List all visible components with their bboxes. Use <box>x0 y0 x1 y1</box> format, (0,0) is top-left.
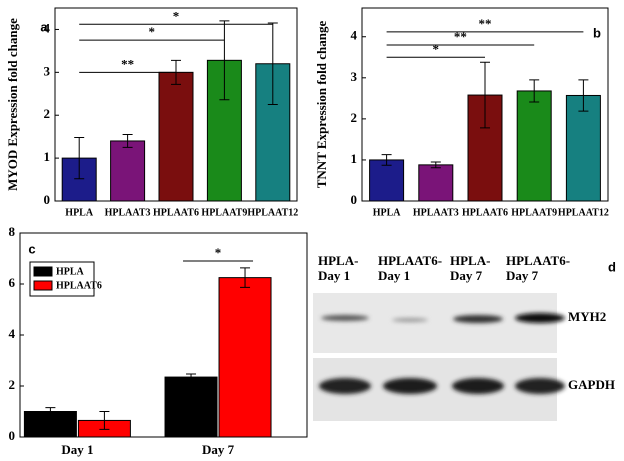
y-tick-label: 4 <box>44 20 51 35</box>
legend-swatch <box>33 266 53 277</box>
lane-label: Day 1 <box>318 268 350 283</box>
error-bar <box>430 161 441 169</box>
x-tick-label: HPLAAT3 <box>413 207 459 218</box>
blot-row-label: GAPDH <box>568 377 615 392</box>
significance-label: * <box>433 41 440 56</box>
x-tick-label: HPLA <box>65 207 94 218</box>
bar <box>110 140 146 202</box>
y-tick-label: 0 <box>351 192 358 207</box>
panel-label: a <box>40 19 48 34</box>
error-bar <box>186 373 197 381</box>
y-tick-label: 8 <box>9 224 16 239</box>
y-tick-label: 4 <box>9 326 16 341</box>
significance-label: * <box>215 245 222 260</box>
error-bar <box>74 137 85 180</box>
y-tick-label: 3 <box>44 63 51 78</box>
error-bar <box>45 407 56 416</box>
x-tick-label: HPLA <box>373 207 402 218</box>
x-tick-label: Day 7 <box>202 442 235 457</box>
error-bar <box>122 134 133 148</box>
y-tick-label: 2 <box>9 377 16 392</box>
y-axis-title: MYOD Expression fold change <box>5 18 20 191</box>
significance-label: ** <box>121 56 134 71</box>
x-tick-label: HPLAAT12 <box>247 207 298 218</box>
error-bar <box>480 61 490 129</box>
significance-label: * <box>149 24 156 39</box>
y-tick-label: 2 <box>351 110 358 125</box>
lane-label: HPLA- <box>450 253 490 268</box>
y-tick-label: 2 <box>44 106 51 121</box>
bar <box>164 376 218 438</box>
x-tick-label: HPLAAT6 <box>462 207 508 218</box>
panel-label: b <box>593 25 601 40</box>
bar <box>565 94 601 202</box>
error-bar <box>219 20 230 101</box>
panel-label: c <box>28 241 35 256</box>
bar <box>516 90 552 202</box>
error-bar <box>267 22 278 105</box>
y-tick-label: 1 <box>44 149 51 164</box>
y-tick-label: 0 <box>9 428 16 443</box>
legend-label: HPLAAT6 <box>56 280 102 291</box>
error-bar <box>529 79 540 103</box>
blot-strip <box>313 293 557 353</box>
x-tick-label: HPLAAT6 <box>153 207 199 218</box>
lane-label: Day 7 <box>450 268 483 283</box>
significance-label: ** <box>479 16 492 31</box>
y-tick-label: 0 <box>44 192 51 207</box>
lane-label: HPLAAT6- <box>378 253 442 268</box>
error-bar <box>99 411 110 430</box>
panel-label: d <box>608 259 616 274</box>
x-tick-label: Day 1 <box>61 442 93 457</box>
legend-label: HPLA <box>56 266 85 277</box>
y-tick-label: 4 <box>351 28 358 43</box>
x-tick-label: HPLAAT3 <box>105 207 151 218</box>
y-tick-label: 6 <box>9 275 16 290</box>
blot-row-label: MYH2 <box>568 309 606 324</box>
bar <box>369 159 405 202</box>
error-bar <box>578 79 589 112</box>
bar <box>418 164 454 202</box>
x-tick-label: HPLAAT12 <box>558 207 609 218</box>
lane-label: Day 1 <box>378 268 410 283</box>
bar <box>218 277 272 438</box>
blot-bands <box>319 313 565 394</box>
bar <box>158 71 194 202</box>
significance-label: ** <box>454 29 467 44</box>
error-bar <box>240 267 251 288</box>
lane-label: HPLA- <box>318 253 358 268</box>
y-tick-label: 1 <box>351 151 358 166</box>
y-axis-title: TNNT Expression fold change <box>314 21 329 189</box>
y-tick-label: 3 <box>351 69 358 84</box>
x-tick-label: HPLAAT9 <box>511 207 557 218</box>
lane-label: Day 7 <box>506 268 539 283</box>
x-tick-label: HPLAAT9 <box>201 207 247 218</box>
lane-label: HPLAAT6- <box>506 253 570 268</box>
error-bar <box>381 154 392 166</box>
significance-label: * <box>173 8 180 23</box>
legend-swatch <box>33 280 53 291</box>
